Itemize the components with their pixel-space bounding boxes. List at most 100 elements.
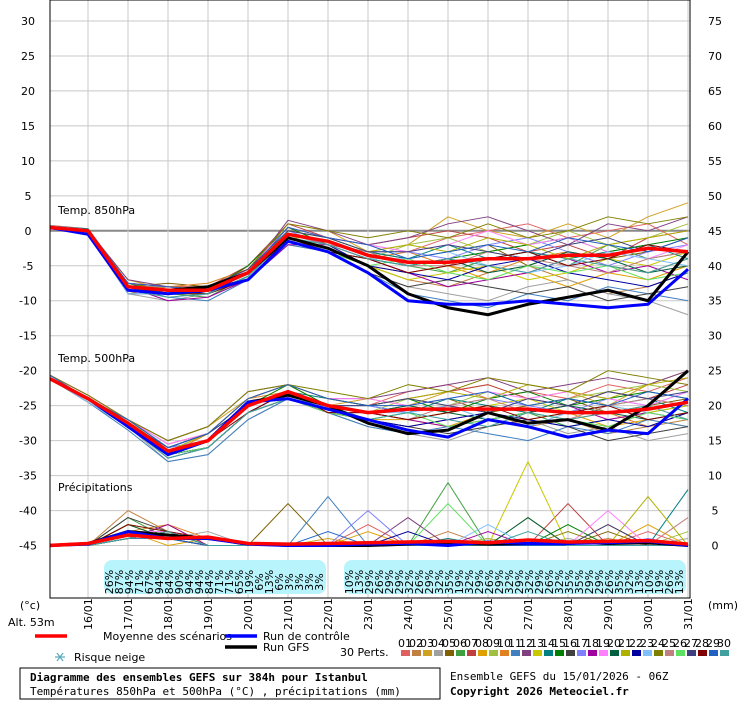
legend-swatch — [522, 650, 531, 656]
series-line — [50, 227, 689, 298]
snow-risk-label: 84% — [203, 570, 216, 594]
legend-label: 01 — [398, 637, 412, 650]
snow-risk-label: 87% — [113, 570, 126, 594]
snow-risk-label: 32% — [523, 570, 536, 594]
y-tick-label: -40 — [19, 505, 37, 518]
series-line — [50, 378, 689, 463]
chart-subtitle: Températures 850hPa et 500hPa (°C) , pré… — [30, 685, 401, 698]
snow-risk-label: 94% — [193, 570, 206, 594]
plot-frame — [49, 0, 691, 599]
legend-label: 07 — [464, 637, 478, 650]
snow-risk-label: 29% — [393, 570, 406, 594]
snow-risk-label: 29% — [533, 570, 546, 594]
snow-risk-label: 71% — [133, 570, 146, 594]
x-tick-label: 27/01 — [522, 598, 535, 630]
y-tick-label: -30 — [19, 435, 37, 448]
snow-risk-label: 32% — [433, 570, 446, 594]
altitude: Alt. 53m — [8, 616, 55, 629]
legend-swatch — [555, 650, 564, 656]
snow-risk-label: 13% — [633, 570, 646, 594]
x-tick-label: 22/01 — [322, 598, 335, 630]
snow-risk-label: 35% — [443, 570, 456, 594]
snow-icon — [55, 652, 65, 662]
y2-tick-label: 75 — [708, 15, 722, 28]
snow-risk-label: 94% — [183, 570, 196, 594]
snow-risk-label: 71% — [213, 570, 226, 594]
y2-tick-label: 20 — [708, 400, 722, 413]
y2-tick-label: 70 — [708, 50, 722, 63]
legend-label: 04 — [431, 637, 445, 650]
legend-label: 14 — [541, 637, 555, 650]
legend-swatch — [610, 650, 619, 656]
snow-risk-label: 6% — [273, 573, 286, 590]
series-line — [50, 374, 689, 449]
legend-swatch — [544, 650, 553, 656]
legend-swatch — [467, 650, 476, 656]
y2-tick-label: 60 — [708, 120, 722, 133]
legend: Risque neige 30 Perts. Moyenne des scéna… — [35, 630, 731, 664]
snow-risk-label: 94% — [153, 570, 166, 594]
series-line — [50, 226, 689, 291]
legend-label: 24 — [651, 637, 665, 650]
x-tick-label: 21/01 — [282, 598, 295, 630]
snow-risk-label: 29% — [363, 570, 376, 594]
snow-risk-label: 19% — [243, 570, 256, 594]
legend-swatch — [478, 650, 487, 656]
series-line — [50, 376, 689, 453]
legend-label: 16 — [563, 637, 577, 650]
x-tick-label: 30/01 — [642, 598, 655, 630]
legend-label: 06 — [453, 637, 467, 650]
legend-label: 02 — [409, 637, 423, 650]
y-tick-label: -5 — [23, 260, 34, 273]
snow-band — [104, 560, 326, 594]
series-line — [50, 226, 689, 310]
y-tick-label: 10 — [21, 155, 35, 168]
series-line — [50, 377, 689, 457]
legend-label: Run GFS — [263, 641, 309, 654]
plot-lines — [50, 202, 690, 548]
x-tick-label: 24/01 — [402, 598, 415, 630]
chart-title: Diagramme des ensembles GEFS sur 384h po… — [30, 671, 368, 684]
y2-tick-label: 10 — [708, 470, 722, 483]
legend-swatch — [500, 650, 509, 656]
snow-risk-label: 29% — [583, 570, 596, 594]
legend-label: 23 — [640, 637, 654, 650]
y2-tick-label: 15 — [708, 435, 722, 448]
x-tick-label: 29/01 — [602, 598, 615, 630]
snow-risk-label: 3% — [313, 573, 326, 590]
legend-label: 27 — [684, 637, 698, 650]
legend-swatch — [599, 650, 608, 656]
snow-risk-label: 26% — [603, 570, 616, 594]
y2-tick-label: 40 — [708, 260, 722, 273]
y-tick-label: -10 — [19, 295, 37, 308]
legend-label: Risque neige — [74, 651, 145, 664]
legend-label: 28 — [695, 637, 709, 650]
snow-risk-label: 13% — [263, 570, 276, 594]
panel-label: Précipitations — [58, 481, 133, 494]
legend-label: Moyenne des scénarios — [103, 630, 232, 643]
x-tick-label: 23/01 — [362, 598, 375, 630]
y-axis-label: (°c) — [20, 599, 40, 612]
series-line — [50, 533, 689, 548]
legend-swatch — [401, 650, 410, 656]
snow-risk-label: 26% — [103, 570, 116, 594]
x-tick-label: 17/01 — [122, 598, 135, 630]
legend-label: 13 — [530, 637, 544, 650]
legend-label: 29 — [706, 637, 720, 650]
snow-risk-label: 29% — [423, 570, 436, 594]
legend-label: 25 — [662, 637, 676, 650]
legend-swatch — [665, 650, 674, 656]
y2-tick-label: 35 — [708, 295, 722, 308]
legend-label: 22 — [629, 637, 643, 650]
legend-swatch — [456, 650, 465, 656]
legend-swatch — [434, 650, 443, 656]
y2-tick-label: 5 — [712, 505, 719, 518]
legend-label: 17 — [574, 637, 588, 650]
y2-tick-label: 25 — [708, 365, 722, 378]
snow-band — [344, 560, 686, 594]
legend-swatch — [621, 650, 630, 656]
y-tick-label: 15 — [21, 120, 35, 133]
legend-label: 30 — [717, 637, 731, 650]
y2-tick-label: 0 — [712, 540, 719, 553]
